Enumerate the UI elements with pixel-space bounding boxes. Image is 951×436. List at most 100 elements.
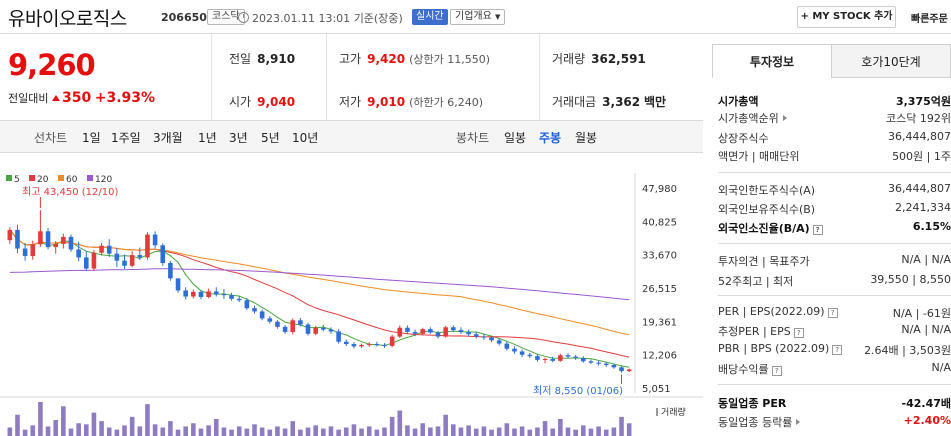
candle-body: [76, 249, 81, 258]
change-label: 전일대비: [8, 92, 49, 105]
per-eps-label: PER | EPS(2022.09)?: [718, 305, 838, 318]
candle-body: [145, 234, 150, 258]
tab-orderbook[interactable]: 호가10단계: [831, 44, 951, 78]
volume-bar: [550, 428, 556, 436]
period-1y[interactable]: 1년: [198, 131, 217, 145]
candle-body: [343, 341, 349, 345]
volume-bar: [328, 426, 334, 436]
candle-body: [290, 320, 296, 332]
help-icon[interactable]: ?: [827, 308, 838, 318]
candle-body: [114, 253, 120, 261]
line-chart-label: 선차트: [34, 131, 68, 145]
period-1d[interactable]: 1일: [82, 131, 101, 145]
volume-bar: [596, 426, 601, 436]
candle-body: [328, 329, 334, 332]
candle-body: [512, 348, 517, 352]
volume-bar: [405, 425, 410, 436]
chevron-down-icon: ▼: [495, 13, 501, 21]
caret-right-icon[interactable]: [782, 115, 787, 121]
moving-average-line: [9, 229, 630, 336]
candle-body: [466, 331, 471, 335]
volume-bar: [129, 416, 135, 436]
candle-body: [435, 332, 441, 337]
plus-icon: +: [800, 11, 809, 22]
volume-bar: [267, 429, 273, 436]
candle-body: [321, 327, 326, 330]
candle-body: [175, 278, 181, 291]
volume-bar: [22, 429, 28, 436]
moving-average-line: [9, 229, 630, 368]
stock-chart[interactable]: 5 20 60 120 47,980 40,825 33,670 26,515 19,361 12…: [0, 153, 703, 436]
candle-body: [519, 351, 525, 355]
volume-bar: [343, 427, 349, 436]
price-panel: 9,260 전일대비 350 +3.93%: [0, 34, 212, 120]
period-1w[interactable]: 1주일: [111, 131, 141, 145]
candle-body: [83, 257, 89, 269]
realtime-badge[interactable]: 실시간: [412, 9, 448, 25]
volume-bar: [366, 426, 372, 436]
period-3y[interactable]: 3년: [229, 131, 248, 145]
volume-bar: [466, 425, 471, 436]
period-5y[interactable]: 5년: [261, 131, 280, 145]
volume-bar: [458, 427, 464, 436]
volume-bar: [114, 429, 120, 436]
candle-monthly[interactable]: 월봉: [575, 131, 598, 145]
volume-bar: [168, 421, 173, 436]
period-3m[interactable]: 3개월: [153, 131, 183, 145]
tab-investment-info[interactable]: 투자정보: [712, 44, 832, 78]
stats-divider: [326, 34, 327, 120]
volume-bar: [213, 419, 219, 436]
foreign-limit-label: 외국인한도주식수(A): [718, 184, 816, 197]
add-mystock-button[interactable]: + MY STOCK 추가: [797, 6, 896, 28]
candle-body: [91, 252, 97, 269]
help-icon[interactable]: ?: [771, 366, 782, 376]
max-price-label: 최고 43,450 (12/10): [22, 186, 118, 198]
market-cap-rank-value: 코스닥 192위: [886, 112, 951, 125]
help-icon[interactable]: ?: [832, 345, 843, 355]
info-row: 외국인보유주식수(B) 2,241,334: [718, 201, 951, 217]
candle-weekly[interactable]: 주봉: [539, 131, 562, 145]
volume-bar: [236, 426, 242, 436]
volume-bar: [389, 416, 395, 436]
candle-body: [229, 295, 234, 299]
help-icon[interactable]: ?: [812, 225, 823, 235]
quick-order-link[interactable]: 빠른주문: [911, 14, 948, 25]
change-rate: +3.93%: [94, 90, 156, 106]
foreign-holdings-label: 외국인보유주식수(B): [718, 203, 816, 216]
help-icon[interactable]: ?: [793, 328, 804, 338]
candle-body: [122, 260, 127, 266]
volume-bar: [412, 428, 418, 436]
candle-body: [191, 291, 196, 297]
divider: [718, 172, 951, 173]
info-row: 외국인소진율(B/A)? 6.15%: [718, 220, 951, 236]
caret-right-icon[interactable]: [796, 419, 801, 425]
quote-datetime: 2023.01.11 13:01 기준(장중): [238, 10, 403, 26]
upper-limit: (상한가 11,550): [409, 53, 490, 66]
volume-bar: [15, 414, 20, 436]
candle-body: [53, 243, 58, 248]
divider: [718, 243, 951, 244]
candle-body: [129, 255, 135, 266]
foreign-limit-value: 36,444,807: [888, 182, 951, 195]
candle-body: [106, 245, 112, 254]
volume-bar: [61, 406, 66, 436]
candle-body: [15, 229, 20, 249]
candle-daily[interactable]: 일봉: [504, 131, 527, 145]
volume-bar: [481, 426, 487, 436]
sector-change-text: 동일업종 등락률: [718, 416, 793, 429]
company-overview-button[interactable]: 기업개요 ▼: [450, 9, 506, 25]
candle-body: [573, 356, 578, 359]
candle-body: [252, 308, 257, 312]
volume-bar: [122, 425, 127, 436]
per-eps-text: PER | EPS(2022.09): [718, 305, 825, 318]
volume-bar: [397, 410, 403, 436]
period-10y[interactable]: 10년: [292, 131, 319, 145]
divider: [718, 384, 951, 385]
up-arrow-icon: [51, 95, 60, 101]
current-price: 9,260: [8, 48, 96, 82]
candle-body: [382, 344, 387, 346]
volume-bar: [473, 428, 479, 436]
open-value: 9,040: [257, 95, 296, 109]
sector-per-label: 동일업종 PER: [718, 397, 787, 410]
volume-bar: [565, 427, 571, 436]
